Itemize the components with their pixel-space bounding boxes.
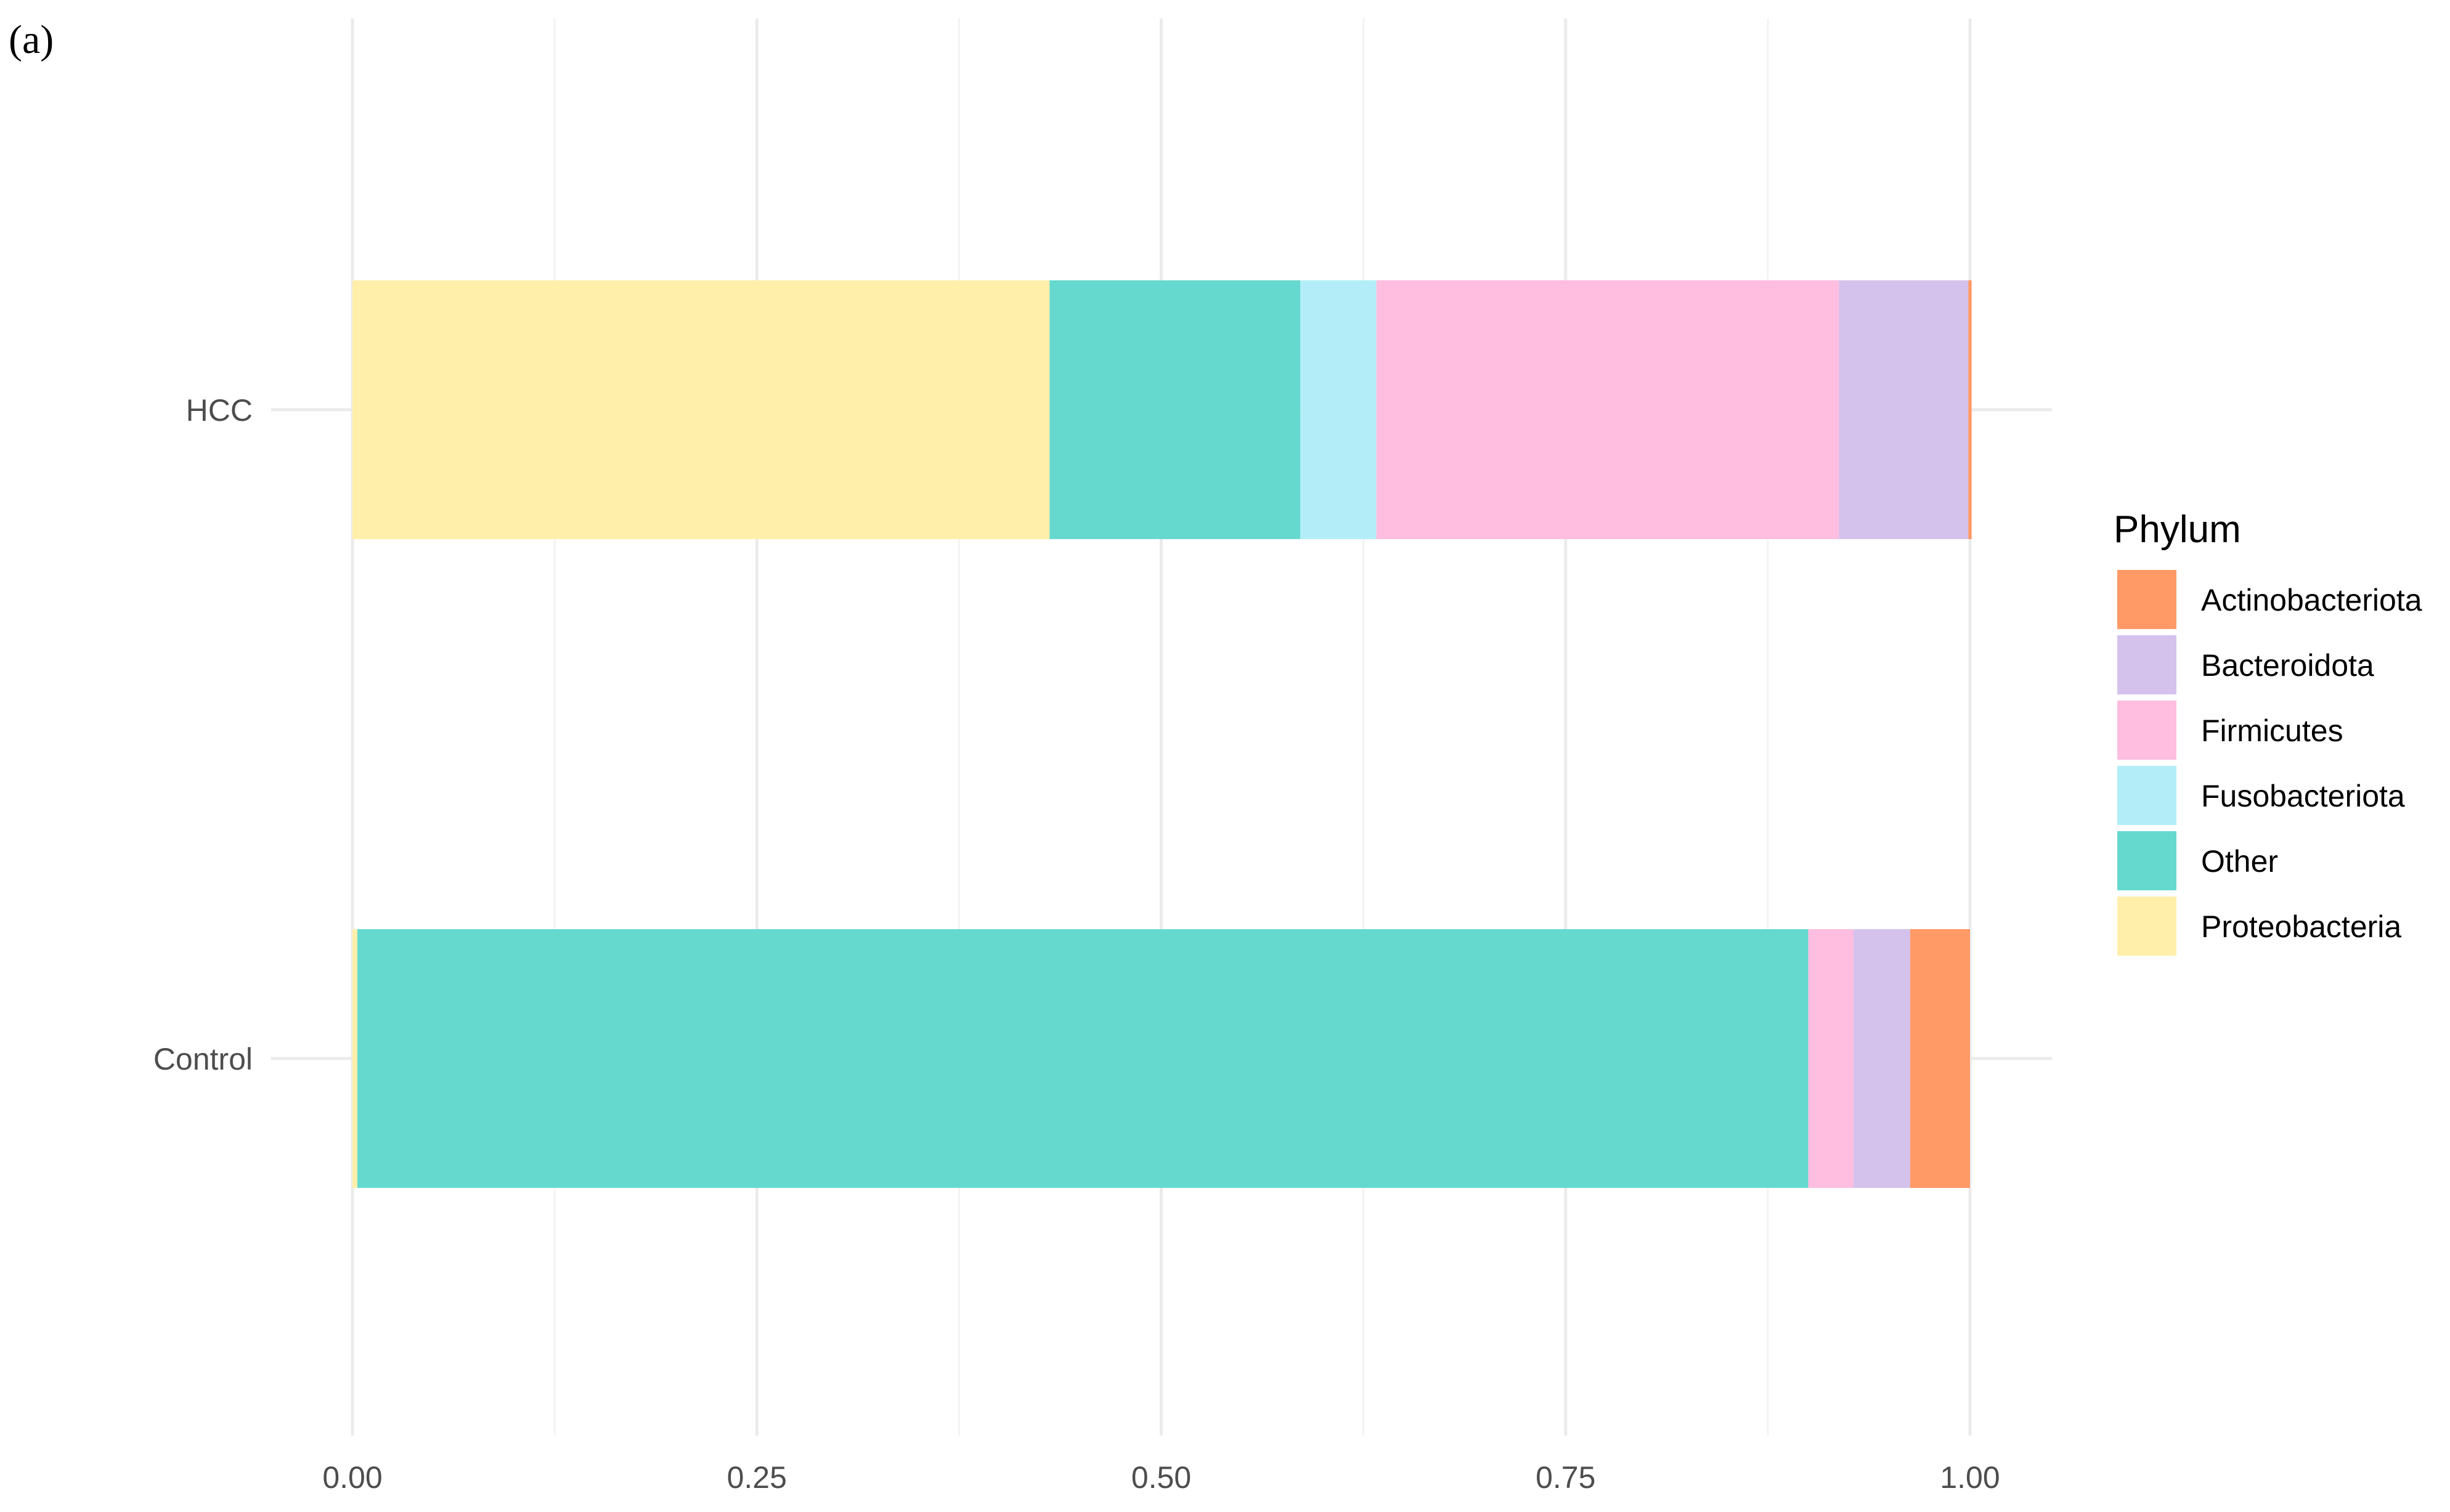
legend-entry-label: Bacteroidota <box>2201 648 2374 683</box>
y-tick-label: HCC <box>186 393 253 428</box>
legend-entry-label: Firmicutes <box>2201 713 2343 748</box>
x-axis-tick-labels: 0.00 0.25 0.50 0.75 1.00 <box>322 1460 2000 1495</box>
legend-swatch <box>2117 831 2176 890</box>
panel-label: (a) <box>9 17 54 62</box>
bar-segment-control-actinobacteriota <box>1910 929 1970 1188</box>
bar-segment-hcc-proteobacteria <box>352 280 1050 539</box>
legend-entry-label: Fusobacteriota <box>2201 779 2405 813</box>
legend-swatch <box>2117 766 2176 825</box>
legend-entry-label: Actinobacteriota <box>2201 583 2422 617</box>
bar-segment-hcc-bacteroidota <box>1839 280 1969 539</box>
bar-segment-control-proteobacteria <box>352 929 357 1188</box>
bar-segment-hcc-actinobacteriota <box>1968 280 1972 539</box>
legend-swatch <box>2117 896 2176 956</box>
legend-swatch <box>2117 570 2176 629</box>
y-tick-label: Control <box>153 1042 253 1076</box>
x-tick-label: 0.00 <box>322 1460 382 1495</box>
bar-segment-hcc-firmicutes <box>1376 280 1839 539</box>
legend-entry-label: Other <box>2201 844 2278 879</box>
legend-entry-label: Proteobacteria <box>2201 909 2401 944</box>
x-tick-label: 0.75 <box>1536 1460 1595 1495</box>
legend: Phylum Actinobacteriota Bacteroidota Firmi… <box>2114 508 2422 956</box>
bar-segment-control-other <box>357 929 1809 1188</box>
grid <box>271 18 2052 1436</box>
bar-segment-control-bacteroidota <box>1854 929 1910 1188</box>
x-tick-label: 1.00 <box>1940 1460 2000 1495</box>
x-tick-label: 0.25 <box>727 1460 787 1495</box>
legend-swatch <box>2117 635 2176 694</box>
y-axis-tick-labels: HCC Control <box>153 393 253 1076</box>
bar-segment-hcc-other <box>1049 280 1301 539</box>
bar-segment-control-firmicutes <box>1808 929 1854 1188</box>
legend-title: Phylum <box>2114 508 2241 551</box>
bars <box>352 280 1972 1188</box>
legend-swatch <box>2117 701 2176 760</box>
bar-segment-hcc-fusobacteriota <box>1300 280 1377 539</box>
x-tick-label: 0.50 <box>1131 1460 1191 1495</box>
